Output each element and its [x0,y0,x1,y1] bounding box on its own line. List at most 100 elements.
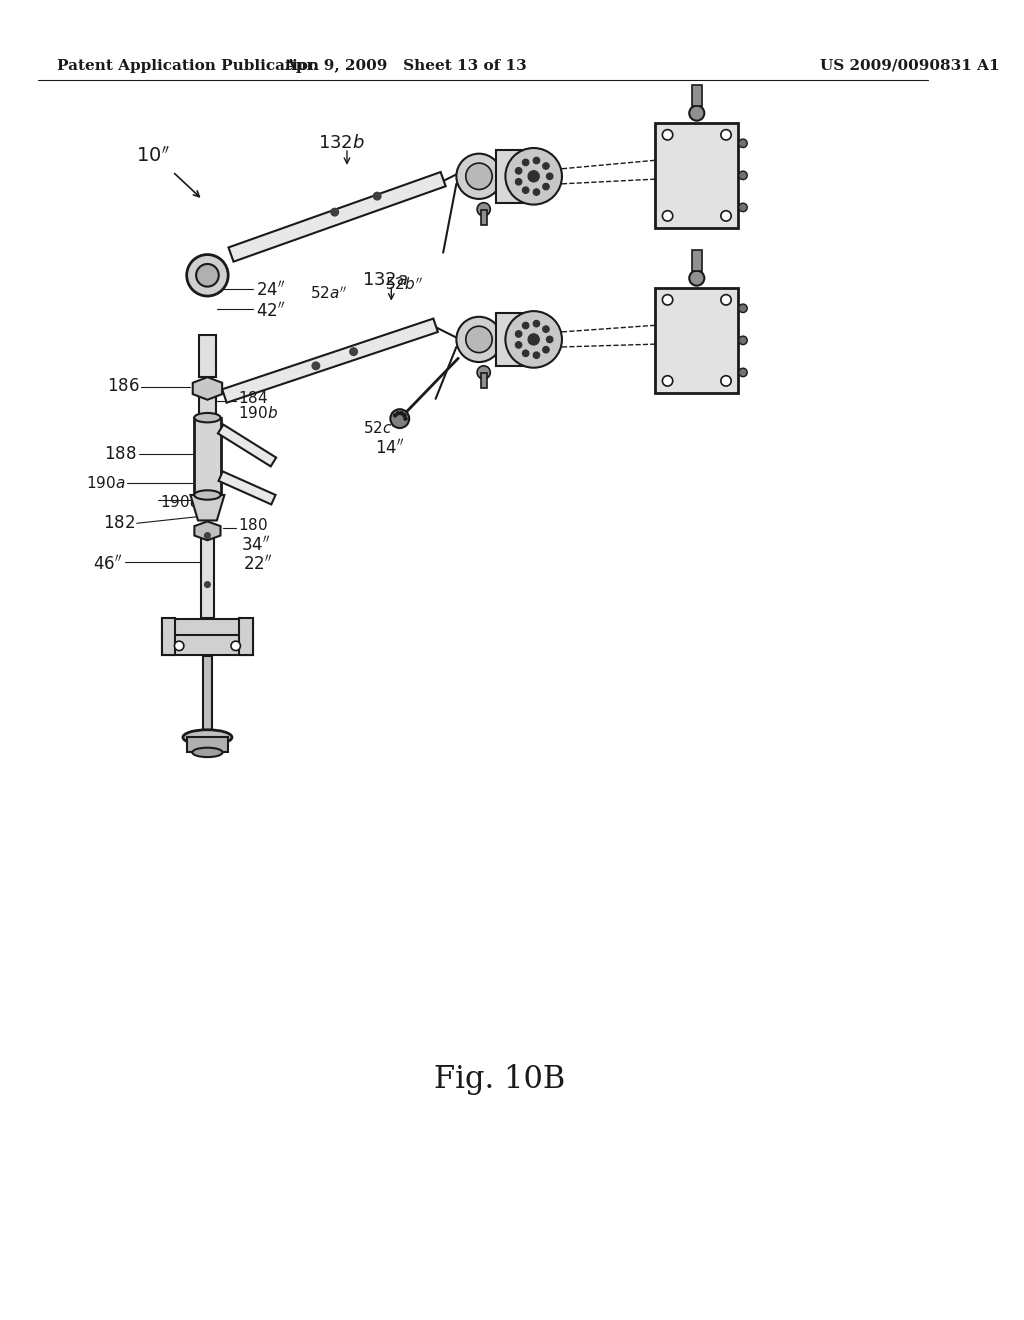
Text: $180$: $180$ [238,517,267,533]
Bar [162,619,253,636]
Circle shape [738,368,748,376]
Text: $132a$: $132a$ [361,271,408,289]
Circle shape [205,582,210,587]
Circle shape [466,164,493,190]
Circle shape [374,193,381,199]
Circle shape [528,170,540,182]
Circle shape [738,172,748,180]
Circle shape [534,352,540,359]
Bar [496,313,542,366]
Circle shape [466,326,493,352]
Circle shape [721,376,731,385]
Ellipse shape [195,490,220,500]
Text: US 2009/0090831 A1: US 2009/0090831 A1 [820,59,999,73]
Bar [203,656,212,735]
Text: $42^{\prime\prime}$: $42^{\prime\prime}$ [256,302,286,321]
Text: Fig. 10B: Fig. 10B [434,1064,565,1096]
Text: $190b$: $190b$ [238,405,278,421]
Text: $14^{\prime\prime}$: $14^{\prime\prime}$ [375,438,404,457]
Bar [692,249,701,271]
Circle shape [506,148,562,205]
Circle shape [506,312,562,368]
Polygon shape [218,425,276,466]
Circle shape [721,129,731,140]
Circle shape [522,187,529,194]
Circle shape [543,326,549,333]
Ellipse shape [183,730,232,744]
Circle shape [174,642,184,651]
Circle shape [457,153,502,199]
Circle shape [689,271,705,285]
Text: $34^{\prime\prime}$: $34^{\prime\prime}$ [242,536,271,554]
Circle shape [721,294,731,305]
Circle shape [312,362,319,370]
Bar [240,618,253,655]
Polygon shape [190,495,224,520]
Circle shape [331,209,339,216]
Circle shape [393,413,397,417]
Polygon shape [195,521,220,540]
Polygon shape [218,471,275,504]
Circle shape [534,189,540,195]
Bar [481,210,487,226]
Bar [199,388,216,414]
Text: $184$: $184$ [238,389,268,405]
Text: $52a^{\prime\prime}$: $52a^{\prime\prime}$ [309,286,347,302]
Circle shape [396,412,400,414]
Circle shape [738,139,748,148]
Circle shape [689,106,705,120]
Ellipse shape [195,413,220,422]
Text: $46^{\prime\prime}$: $46^{\prime\prime}$ [93,554,123,573]
Circle shape [350,348,357,355]
Text: $10^{\prime\prime}$: $10^{\prime\prime}$ [135,145,170,165]
Circle shape [547,173,553,180]
Bar [162,618,175,655]
Circle shape [547,337,553,343]
Bar [195,417,220,495]
Circle shape [515,168,522,174]
Circle shape [543,162,549,169]
Bar [692,84,701,106]
Circle shape [457,317,502,362]
Circle shape [205,533,210,539]
Circle shape [522,160,529,166]
Circle shape [543,346,549,352]
Bar [199,335,216,378]
Text: $52b^{\prime\prime}$: $52b^{\prime\prime}$ [385,276,423,293]
Circle shape [534,321,540,327]
Text: $190a$: $190a$ [86,475,125,491]
Text: $186$: $186$ [106,378,139,395]
Text: $190c$: $190c$ [161,494,200,510]
Circle shape [663,211,673,220]
Circle shape [522,350,529,356]
Bar [496,150,542,203]
Circle shape [515,178,522,185]
Circle shape [534,157,540,164]
Bar [655,123,738,228]
Circle shape [186,255,228,296]
Circle shape [390,409,410,428]
Circle shape [399,412,403,414]
Ellipse shape [193,747,222,758]
Circle shape [738,304,748,313]
Circle shape [738,203,748,211]
Circle shape [543,183,549,190]
Text: $188$: $188$ [104,446,137,463]
Text: $22^{\prime\prime}$: $22^{\prime\prime}$ [244,554,272,573]
Circle shape [403,417,408,421]
Circle shape [515,330,522,337]
Circle shape [402,413,407,417]
Circle shape [663,129,673,140]
Text: Patent Application Publication: Patent Application Publication [56,59,318,73]
Circle shape [663,376,673,385]
Text: Apr. 9, 2009   Sheet 13 of 13: Apr. 9, 2009 Sheet 13 of 13 [284,59,526,73]
Circle shape [721,211,731,220]
Bar [162,635,253,655]
Polygon shape [228,172,445,261]
Bar [201,535,214,618]
Bar [186,738,228,752]
Text: $52c^{\prime\prime}$: $52c^{\prime\prime}$ [364,421,399,437]
Bar [655,288,738,393]
Circle shape [522,322,529,329]
Circle shape [197,264,219,286]
